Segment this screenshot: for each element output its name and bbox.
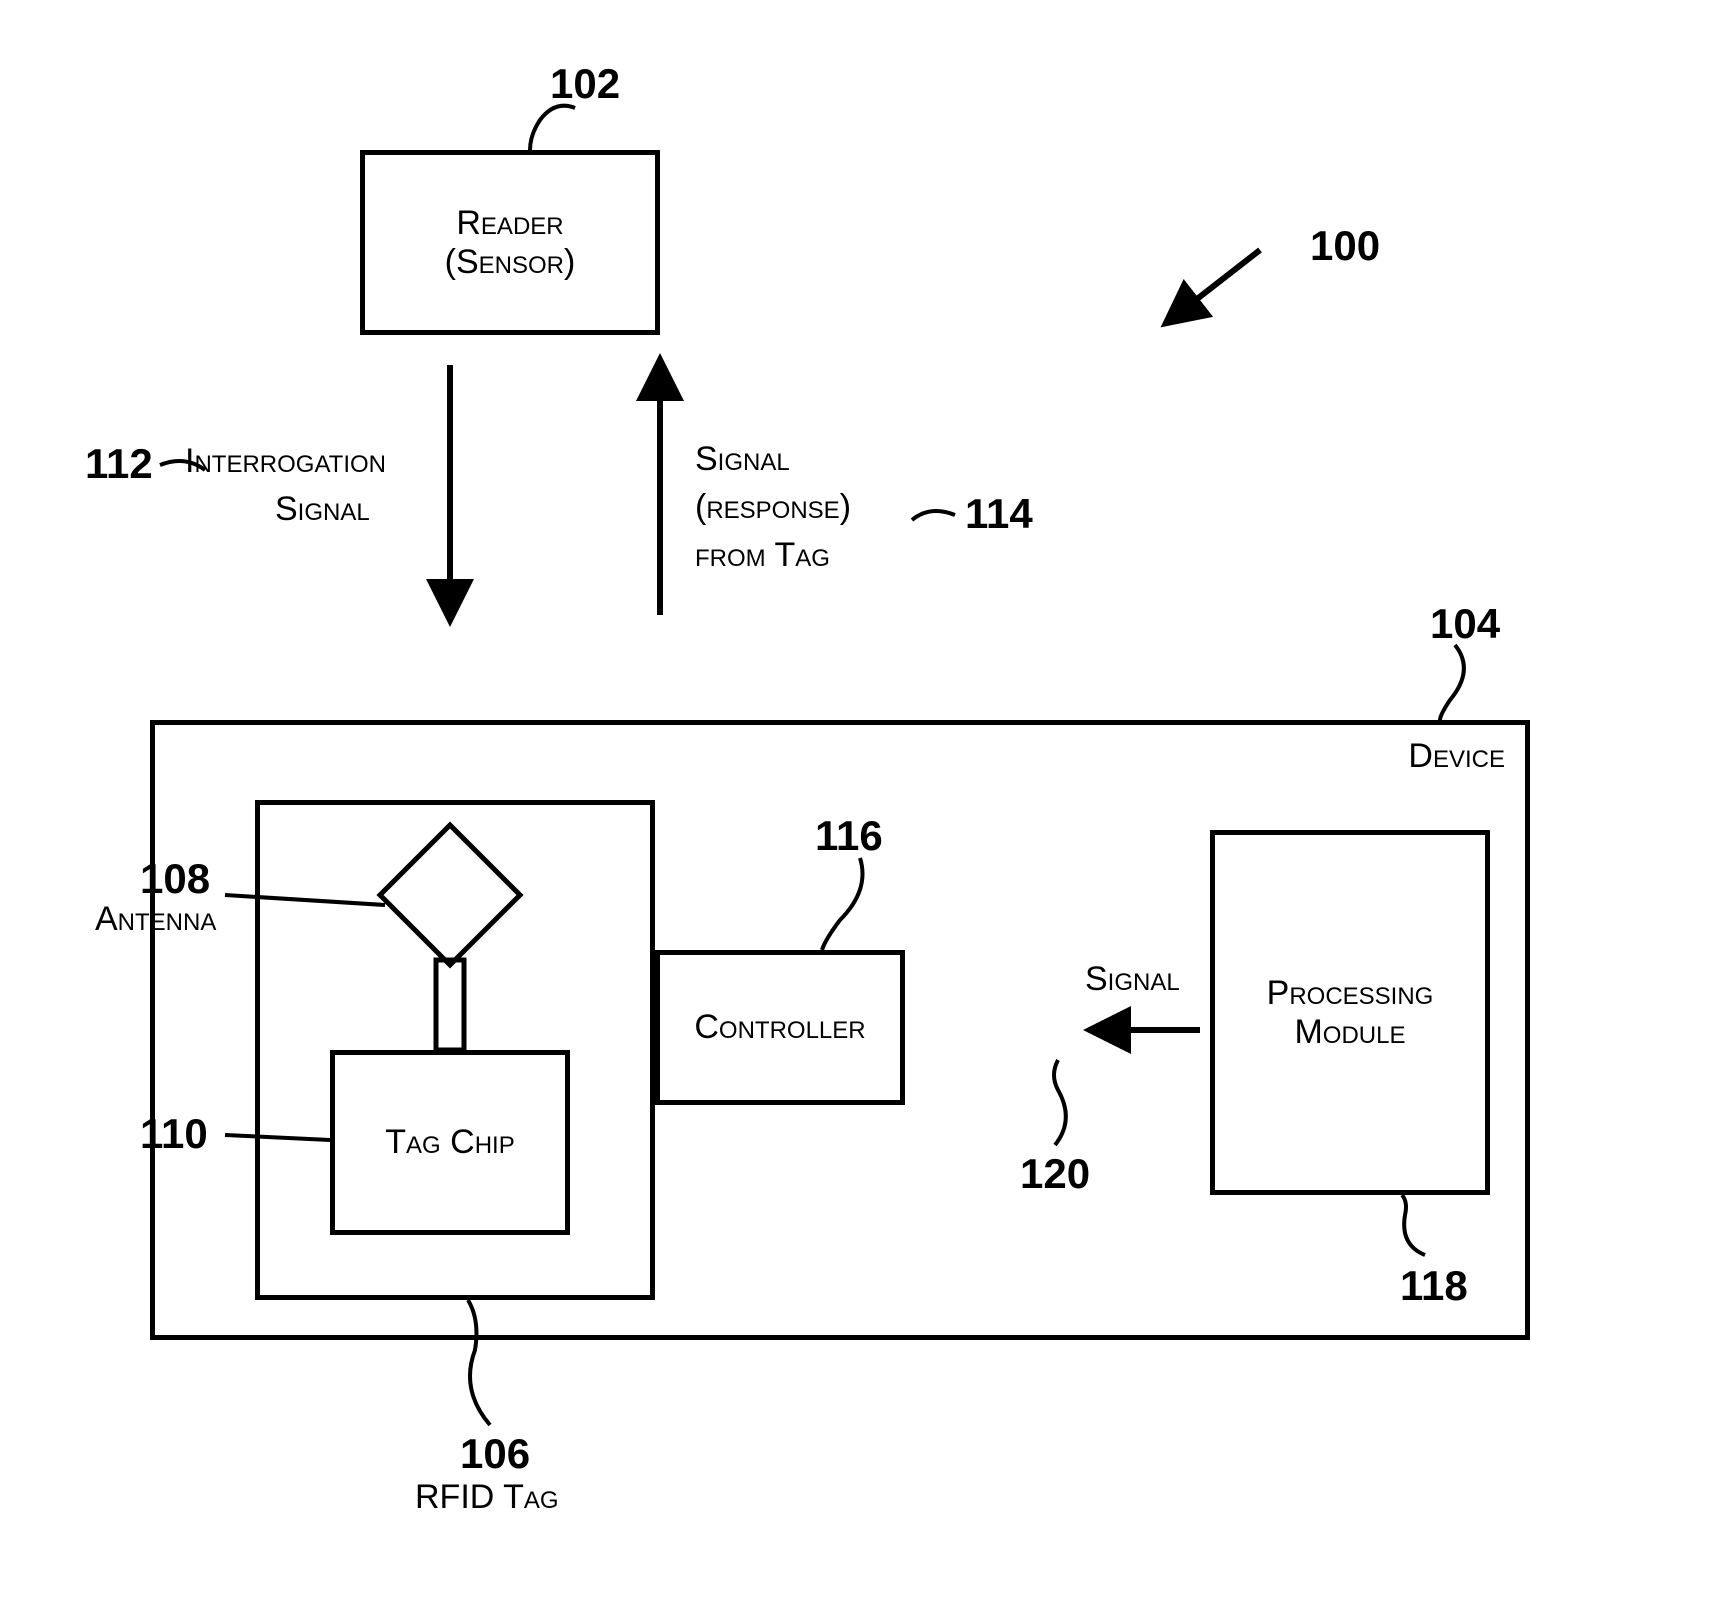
processing-label-1: Processing bbox=[1267, 974, 1434, 1013]
ref-110: 110 bbox=[140, 1110, 208, 1158]
controller-box: Controller bbox=[655, 950, 905, 1105]
antenna-label: Antenna bbox=[95, 900, 216, 939]
reader-label-1: Reader bbox=[456, 204, 563, 243]
processing-label-2: Module bbox=[1294, 1013, 1405, 1052]
reader-label-2: (Sensor) bbox=[445, 243, 576, 282]
ref-106: 106 bbox=[460, 1430, 530, 1478]
ref-118: 118 bbox=[1400, 1262, 1468, 1310]
ref-102: 102 bbox=[550, 60, 620, 108]
interrogation-label-1: Interrogation bbox=[185, 442, 386, 481]
ref-100: 100 bbox=[1310, 222, 1380, 270]
interrogation-label-2: Signal bbox=[275, 490, 370, 529]
rfid-tag-label: RFID Tag bbox=[415, 1478, 559, 1517]
ref-108: 108 bbox=[140, 855, 210, 903]
device-label: Device bbox=[1408, 737, 1505, 776]
ref-104: 104 bbox=[1430, 600, 1500, 648]
reader-box: Reader (Sensor) bbox=[360, 150, 660, 335]
processing-module-box: Processing Module bbox=[1210, 830, 1490, 1195]
controller-label: Controller bbox=[694, 1008, 865, 1047]
ref-112: 112 bbox=[85, 440, 153, 488]
leader-104 bbox=[1440, 645, 1464, 720]
tag-chip-label: Tag Chip bbox=[385, 1123, 514, 1162]
leader-114 bbox=[912, 511, 955, 520]
ref-120: 120 bbox=[1020, 1150, 1090, 1198]
response-label-1: Signal bbox=[695, 440, 790, 479]
response-label-3: from Tag bbox=[695, 536, 830, 575]
response-label-2: (response) bbox=[695, 488, 851, 527]
diagram-canvas: Reader (Sensor) Device Tag Chip Controll… bbox=[0, 0, 1724, 1624]
ref-114: 114 bbox=[965, 490, 1033, 538]
signal-label: Signal bbox=[1085, 960, 1180, 999]
ref-116: 116 bbox=[815, 812, 883, 860]
tag-chip-box: Tag Chip bbox=[330, 1050, 570, 1235]
system-arrow bbox=[1170, 250, 1260, 320]
leader-102 bbox=[530, 106, 575, 150]
